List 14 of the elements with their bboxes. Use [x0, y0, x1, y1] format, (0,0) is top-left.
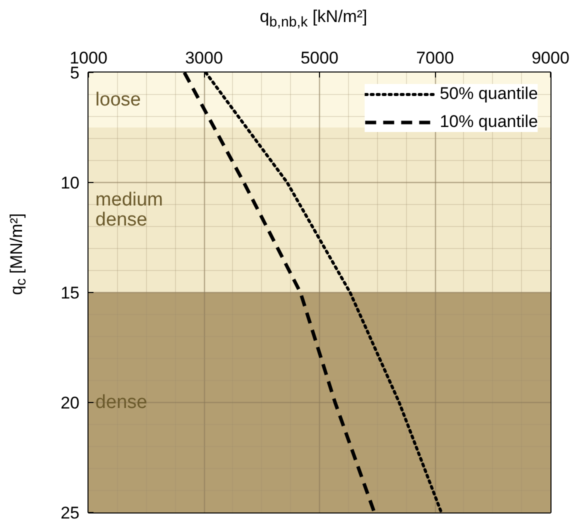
y-tick-label: 15 [60, 284, 80, 302]
y-tick-label: 10 [60, 174, 80, 192]
x-tick-label: 7000 [416, 48, 454, 68]
x-axis-title: q$_{b,nb,k}$ [kN/m²] [260, 6, 368, 32]
band-label: dense [95, 392, 148, 413]
band-label: medium dense [95, 190, 164, 230]
band-label: loose [95, 90, 141, 110]
legend-label: 10% quantile [440, 112, 538, 132]
x-tick-label: 9000 [532, 48, 570, 68]
y-tick-label: 25 [60, 504, 80, 522]
y-tick-label: 20 [60, 394, 80, 412]
x-tick-label: 3000 [185, 48, 223, 68]
x-tick-label: 5000 [300, 48, 338, 68]
legend-label: 50% quantile [440, 84, 538, 104]
